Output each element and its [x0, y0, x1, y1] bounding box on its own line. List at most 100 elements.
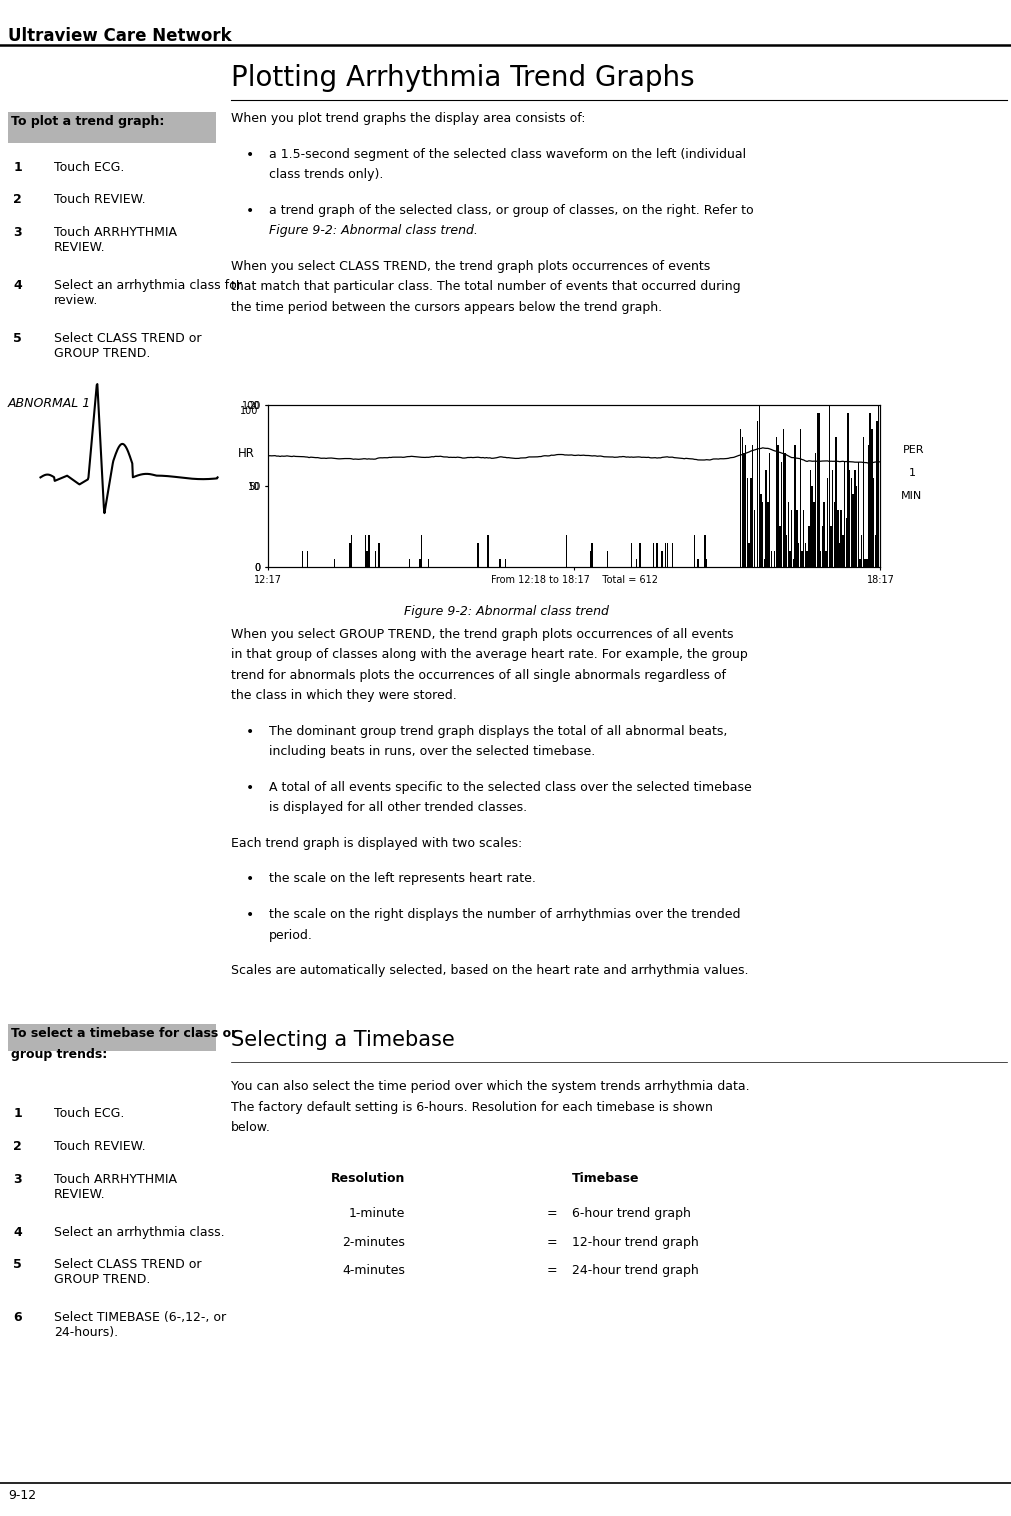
Text: When you select CLASS TREND, the trend graph plots occurrences of events: When you select CLASS TREND, the trend g…: [231, 259, 710, 273]
Bar: [791, 511, 792, 567]
Bar: [836, 511, 838, 567]
Text: Select an arrhythmia class for
review.: Select an arrhythmia class for review.: [54, 279, 242, 306]
Bar: [846, 412, 848, 567]
Text: =: =: [546, 1236, 556, 1249]
Bar: [802, 511, 804, 567]
Bar: [828, 405, 829, 567]
Text: Select CLASS TREND or
GROUP TREND.: Select CLASS TREND or GROUP TREND.: [54, 1258, 201, 1286]
Bar: [841, 535, 843, 567]
Text: trend for abnormals plots the occurrences of all single abnormals regardless of: trend for abnormals plots the occurrence…: [231, 669, 725, 682]
Bar: [759, 494, 761, 567]
Text: MIN: MIN: [900, 491, 921, 500]
Bar: [477, 543, 478, 567]
Bar: [504, 559, 506, 567]
Bar: [843, 461, 844, 567]
Bar: [840, 511, 841, 567]
Bar: [8, 1023, 215, 1051]
Bar: [809, 470, 811, 567]
Bar: [589, 550, 590, 567]
Text: 5: 5: [13, 332, 22, 346]
Text: period.: period.: [269, 928, 312, 941]
Bar: [838, 543, 839, 567]
Text: To plot a trend graph:: To plot a trend graph:: [11, 115, 165, 129]
Text: in that group of classes along with the average heart rate. For example, the gro: in that group of classes along with the …: [231, 647, 747, 661]
Bar: [661, 550, 662, 567]
Bar: [751, 446, 752, 567]
Text: Touch ARRHYTHMIA
REVIEW.: Touch ARRHYTHMIA REVIEW.: [54, 1172, 177, 1201]
Bar: [758, 405, 759, 567]
Bar: [811, 485, 812, 567]
Bar: [818, 412, 819, 567]
Bar: [865, 559, 866, 567]
Bar: [804, 543, 806, 567]
Bar: [855, 485, 856, 567]
Text: the time period between the cursors appears below the trend graph.: the time period between the cursors appe…: [231, 300, 661, 314]
Bar: [753, 511, 754, 567]
Bar: [635, 559, 637, 567]
Text: 1: 1: [908, 468, 915, 478]
Text: Touch REVIEW.: Touch REVIEW.: [54, 1140, 146, 1154]
Bar: [826, 478, 827, 567]
Text: 2: 2: [13, 1140, 22, 1154]
Bar: [498, 559, 500, 567]
Text: •: •: [246, 908, 254, 922]
Bar: [850, 478, 851, 567]
Bar: [848, 470, 849, 567]
Text: Select TIMEBASE (6-,12-, or
24-hours).: Select TIMEBASE (6-,12-, or 24-hours).: [54, 1311, 225, 1339]
Bar: [870, 429, 871, 567]
Bar: [694, 535, 695, 567]
Text: 9-12: 9-12: [8, 1489, 36, 1502]
Bar: [856, 461, 858, 567]
Bar: [349, 543, 351, 567]
Text: =: =: [546, 1207, 556, 1220]
Bar: [774, 437, 776, 567]
Bar: [789, 550, 790, 567]
Text: 1: 1: [13, 1107, 22, 1120]
Text: 4: 4: [13, 1225, 22, 1239]
Text: Touch REVIEW.: Touch REVIEW.: [54, 194, 146, 206]
Text: 3: 3: [13, 226, 22, 240]
Text: Touch ECG.: Touch ECG.: [54, 161, 124, 174]
Text: Scales are automatically selected, based on the heart rate and arrhythmia values: Scales are automatically selected, based…: [231, 964, 747, 978]
Text: 2: 2: [13, 194, 22, 206]
Bar: [8, 112, 215, 143]
Bar: [866, 446, 868, 567]
Text: Each trend graph is displayed with two scales:: Each trend graph is displayed with two s…: [231, 837, 522, 850]
Bar: [351, 535, 352, 567]
Bar: [656, 543, 657, 567]
Bar: [368, 535, 369, 567]
Bar: [766, 502, 767, 567]
Bar: [860, 535, 861, 567]
Bar: [630, 543, 632, 567]
Bar: [876, 421, 877, 567]
Bar: [744, 446, 746, 567]
Text: Ultraview Care Network: Ultraview Care Network: [8, 27, 232, 45]
Text: Plotting Arrhythmia Trend Graphs: Plotting Arrhythmia Trend Graphs: [231, 64, 694, 91]
Text: Resolution: Resolution: [331, 1172, 404, 1186]
Text: The factory default setting is 6-hours. Resolution for each timebase is shown: The factory default setting is 6-hours. …: [231, 1101, 712, 1114]
Bar: [821, 526, 822, 567]
Text: •: •: [246, 149, 254, 162]
Bar: [761, 502, 762, 567]
Text: =: =: [546, 1263, 556, 1276]
Text: Touch ARRHYTHMIA
REVIEW.: Touch ARRHYTHMIA REVIEW.: [54, 226, 177, 253]
Text: class trends only).: class trends only).: [269, 168, 383, 182]
Bar: [639, 543, 640, 567]
Text: The dominant group trend graph displays the total of all abnormal beats,: The dominant group trend graph displays …: [269, 725, 727, 738]
Text: a 1.5-second segment of the selected class waveform on the left (individual: a 1.5-second segment of the selected cla…: [269, 149, 745, 161]
Text: •: •: [246, 781, 254, 794]
Text: When you select GROUP TREND, the trend graph plots occurrences of all events: When you select GROUP TREND, the trend g…: [231, 628, 733, 641]
Bar: [666, 543, 667, 567]
Bar: [746, 478, 747, 567]
Text: the scale on the right displays the number of arrhythmias over the trended: the scale on the right displays the numb…: [269, 908, 740, 922]
Text: group trends:: group trends:: [11, 1048, 107, 1061]
Bar: [768, 453, 769, 567]
Bar: [813, 502, 814, 567]
Bar: [784, 453, 785, 567]
Bar: [607, 550, 608, 567]
Bar: [364, 535, 366, 567]
Text: Select an arrhythmia class.: Select an arrhythmia class.: [54, 1225, 224, 1239]
Bar: [879, 478, 881, 567]
Bar: [565, 535, 567, 567]
Bar: [776, 446, 778, 567]
